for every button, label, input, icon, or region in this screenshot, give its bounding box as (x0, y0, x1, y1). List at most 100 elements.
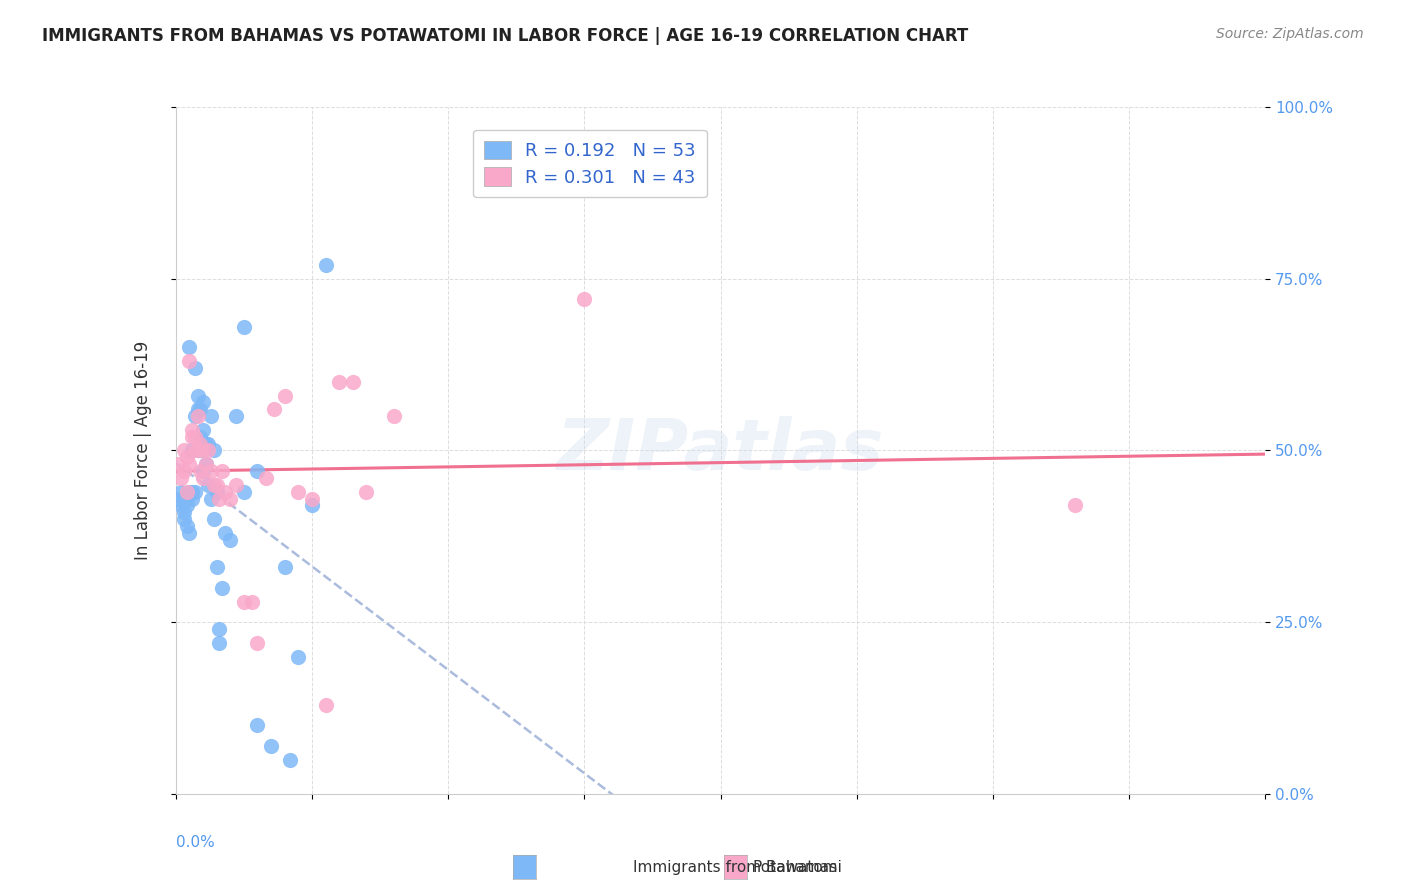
Point (173, 512, 195, 526)
Point (214, 484, 236, 499)
Legend: R = 0.192   N = 53, R = 0.301   N = 43: R = 0.192 N = 53, R = 0.301 N = 43 (472, 130, 707, 197)
Point (205, 478, 228, 492)
Point (191, 395, 214, 409)
Point (202, 443, 225, 458)
Point (315, 698, 337, 712)
Point (188, 464, 211, 478)
Point (208, 491, 231, 506)
Point (170, 471, 193, 485)
Point (184, 430, 207, 444)
Point (205, 560, 228, 574)
Point (225, 409, 247, 423)
Point (200, 464, 222, 478)
Point (167, 457, 190, 471)
Point (173, 443, 195, 458)
Point (191, 443, 214, 458)
Point (211, 581, 233, 595)
Point (184, 409, 207, 423)
Point (181, 484, 204, 499)
Point (205, 484, 228, 499)
Text: ZIPatlas: ZIPatlas (557, 416, 884, 485)
Point (170, 499, 193, 513)
Point (246, 636, 269, 650)
Text: Potawatomi: Potawatomi (752, 860, 842, 874)
Point (176, 484, 198, 499)
Point (197, 478, 219, 492)
Point (202, 478, 225, 492)
Point (287, 649, 309, 664)
Point (179, 525, 201, 540)
Point (181, 443, 204, 458)
Point (179, 484, 201, 499)
Point (179, 457, 201, 471)
Point (301, 499, 323, 513)
Point (232, 484, 254, 499)
Point (181, 491, 204, 506)
Point (176, 499, 198, 513)
Point (208, 622, 231, 636)
Text: Source: ZipAtlas.com: Source: ZipAtlas.com (1216, 27, 1364, 41)
Point (342, 375, 364, 389)
Point (574, 293, 596, 307)
Point (181, 430, 204, 444)
Point (194, 457, 217, 471)
Point (179, 340, 201, 354)
Point (184, 443, 207, 458)
Point (188, 443, 211, 458)
Point (173, 464, 195, 478)
Point (274, 388, 297, 402)
Point (176, 491, 198, 506)
Text: IMMIGRANTS FROM BAHAMAS VS POTAWATOMI IN LABOR FORCE | AGE 16-19 CORRELATION CHA: IMMIGRANTS FROM BAHAMAS VS POTAWATOMI IN… (42, 27, 969, 45)
Point (197, 443, 219, 458)
Point (232, 594, 254, 608)
Point (191, 423, 214, 437)
Point (301, 491, 323, 506)
Point (278, 753, 301, 767)
Point (186, 443, 209, 458)
Point (194, 457, 217, 471)
Point (232, 319, 254, 334)
Point (173, 505, 195, 519)
Point (173, 491, 195, 506)
Point (225, 478, 247, 492)
Point (202, 512, 225, 526)
Point (188, 430, 211, 444)
Point (214, 525, 236, 540)
Point (1063, 499, 1085, 513)
Y-axis label: In Labor Force | Age 16-19: In Labor Force | Age 16-19 (134, 341, 152, 560)
Point (254, 471, 277, 485)
Point (176, 450, 198, 465)
Point (181, 423, 204, 437)
Point (200, 409, 222, 423)
Point (188, 436, 211, 450)
Point (186, 443, 209, 458)
Point (260, 739, 283, 753)
Point (208, 636, 231, 650)
Point (186, 402, 209, 417)
Text: Immigrants from Bahamas: Immigrants from Bahamas (633, 860, 837, 874)
Point (246, 464, 269, 478)
Point (167, 491, 190, 506)
Point (382, 409, 405, 423)
Point (197, 436, 219, 450)
Point (263, 402, 285, 417)
Point (186, 409, 209, 423)
Point (186, 388, 209, 402)
Point (188, 402, 211, 417)
Point (356, 484, 378, 499)
Point (184, 361, 207, 376)
Point (191, 464, 214, 478)
Point (170, 484, 193, 499)
Point (274, 560, 297, 574)
Point (176, 519, 198, 533)
Point (246, 718, 269, 732)
Point (315, 258, 337, 272)
Text: 0.0%: 0.0% (176, 835, 215, 850)
Point (287, 484, 309, 499)
Point (240, 594, 263, 608)
Point (179, 354, 201, 368)
Point (211, 464, 233, 478)
Point (219, 491, 242, 506)
Point (328, 375, 350, 389)
Point (219, 533, 242, 547)
